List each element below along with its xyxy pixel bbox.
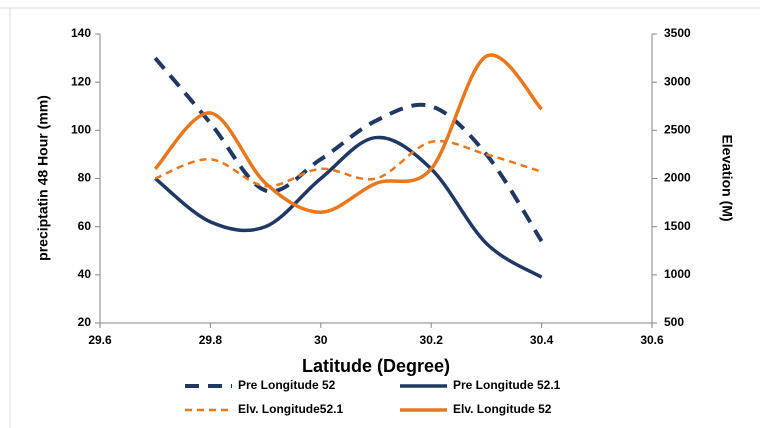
y2-tick-label: 2500 [664,123,691,137]
legend-label: Pre Longitude 52 [238,378,336,392]
x-tick-label: 30 [314,333,328,347]
y2-tick-label: 1000 [664,267,691,281]
legend-label: Elv. Longitude 52 [453,402,552,416]
y-tick-label: 80 [78,171,92,185]
y2-tick-label: 1500 [664,219,691,233]
legend-label: Elv. Longitude52.1 [238,402,343,416]
y-tick-label: 140 [71,26,91,40]
x-tick-label: 29.8 [199,333,223,347]
y2-tick-label: 3000 [664,74,691,88]
legend-label: Pre Longitude 52.1 [453,378,561,392]
y-axis-title: preciptatin 48 Hour (mm) [35,95,51,261]
y-tick-label: 20 [78,315,92,329]
y2-tick-label: 3500 [664,26,691,40]
y-tick-label: 100 [71,123,91,137]
y-tick-label: 40 [78,267,92,281]
x-tick-label: 30.6 [640,333,664,347]
x-tick-label: 30.4 [530,333,554,347]
x-tick-label: 30.2 [420,333,444,347]
y2-tick-label: 500 [664,315,684,329]
y-tick-label: 60 [78,219,92,233]
series-line [153,53,543,214]
series-line [154,135,543,279]
y-tick-label: 120 [71,74,91,88]
series-line [154,139,542,188]
y2-axis-title: Elevation (M) [719,134,735,221]
x-tick-label: 29.6 [88,333,112,347]
y2-tick-label: 2000 [664,171,691,185]
x-axis-title: Latitude (Degree) [302,356,450,376]
